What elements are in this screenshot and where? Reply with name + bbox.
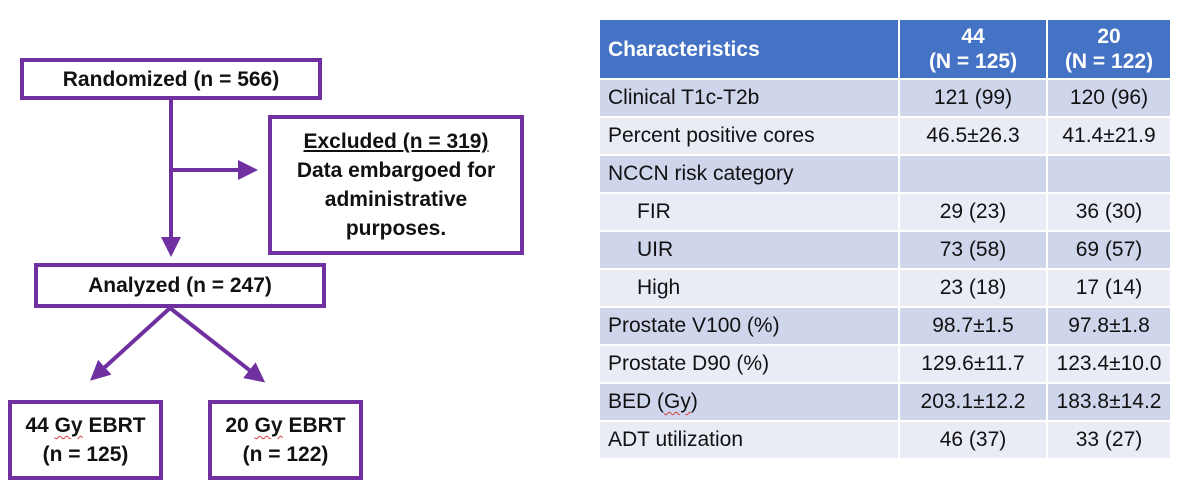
table-row: FIR 29 (23) 36 (30): [598, 192, 1172, 232]
header-20gy: 20 (N = 122): [1046, 18, 1172, 80]
table-header-row: Characteristics 44 (N = 125) 20 (N = 122): [598, 18, 1172, 80]
arm-44gy-box: 44 Gy EBRT (n = 125): [8, 400, 163, 480]
row-label: Percent positive cores: [598, 116, 900, 156]
cell-44gy: 73 (58): [898, 230, 1048, 270]
cell-44gy: 98.7±1.5: [898, 306, 1048, 346]
randomized-box: Randomized (n = 566): [20, 58, 322, 100]
cell-20gy: 69 (57): [1046, 230, 1172, 270]
excluded-title: Excluded (n = 319): [303, 130, 489, 153]
table-row: Percent positive cores 46.5±26.3 41.4±21…: [598, 116, 1172, 156]
row-label: Prostate V100 (%): [598, 306, 900, 346]
arm-20gy-box: 20 Gy EBRT (n = 122): [208, 400, 363, 480]
row-label: High: [598, 268, 900, 308]
row-label: NCCN risk category: [598, 154, 900, 194]
cell-20gy: 36 (30): [1046, 192, 1172, 232]
cell-44gy: 29 (23): [898, 192, 1048, 232]
cell-20gy: 120 (96): [1046, 78, 1172, 118]
arm-20gy-title: 20 Gy EBRT: [225, 414, 346, 437]
row-label: Prostate D90 (%): [598, 344, 900, 384]
arrow-analyzed-to-44gy: [90, 306, 172, 381]
randomized-label: Randomized (n = 566): [62, 67, 280, 91]
table-row: Prostate V100 (%) 98.7±1.5 97.8±1.8: [598, 306, 1172, 346]
row-label: FIR: [598, 192, 900, 232]
cell-20gy: 17 (14): [1046, 268, 1172, 308]
excluded-reason-line-2: administrative: [324, 188, 468, 211]
row-label: BED (Gy): [598, 382, 900, 422]
table-row: UIR 73 (58) 69 (57): [598, 230, 1172, 270]
analyzed-box: Analyzed (n = 247): [34, 263, 326, 308]
cell-20gy: 41.4±21.9: [1046, 116, 1172, 156]
characteristics-table: Characteristics 44 (N = 125) 20 (N = 122) …: [598, 18, 1172, 460]
arrow-analyzed-to-20gy: [168, 306, 266, 383]
excluded-box: Excluded (n = 319) Data embargoed for ad…: [268, 115, 524, 255]
row-label: Clinical T1c-T2b: [598, 78, 900, 118]
cell-44gy: 23 (18): [898, 268, 1048, 308]
flow-arrows: [90, 100, 266, 383]
table-row: ADT utilization 46 (37) 33 (27): [598, 420, 1172, 460]
excluded-reason-line-3: purposes.: [345, 217, 447, 240]
analyzed-label: Analyzed (n = 247): [88, 274, 272, 297]
cell-44gy: 129.6±11.7: [898, 344, 1048, 384]
cell-20gy: 97.8±1.8: [1046, 306, 1172, 346]
arm-20gy-count: (n = 122): [242, 443, 329, 466]
cell-20gy: [1046, 154, 1172, 194]
table-row: NCCN risk category: [598, 154, 1172, 194]
cell-44gy: [898, 154, 1048, 194]
cell-44gy: 46.5±26.3: [898, 116, 1048, 156]
table-row: Clinical T1c-T2b 121 (99) 120 (96): [598, 78, 1172, 118]
excluded-reason-line-1: Data embargoed for: [296, 159, 496, 182]
table-row: BED (Gy) 203.1±12.2 183.8±14.2: [598, 382, 1172, 422]
table-row: Prostate D90 (%) 129.6±11.7 123.4±10.0: [598, 344, 1172, 384]
row-label: ADT utilization: [598, 420, 900, 460]
table-row: High 23 (18) 17 (14): [598, 268, 1172, 308]
cell-20gy: 123.4±10.0: [1046, 344, 1172, 384]
row-label: UIR: [598, 230, 900, 270]
cell-20gy: 33 (27): [1046, 420, 1172, 460]
arm-44gy-count: (n = 125): [42, 443, 129, 466]
cell-44gy: 121 (99): [898, 78, 1048, 118]
cell-44gy: 203.1±12.2: [898, 382, 1048, 422]
arm-44gy-title: 44 Gy EBRT: [25, 414, 146, 437]
header-44gy: 44 (N = 125): [898, 18, 1048, 80]
cell-44gy: 46 (37): [898, 420, 1048, 460]
header-characteristics: Characteristics: [598, 18, 900, 80]
cell-20gy: 183.8±14.2: [1046, 382, 1172, 422]
